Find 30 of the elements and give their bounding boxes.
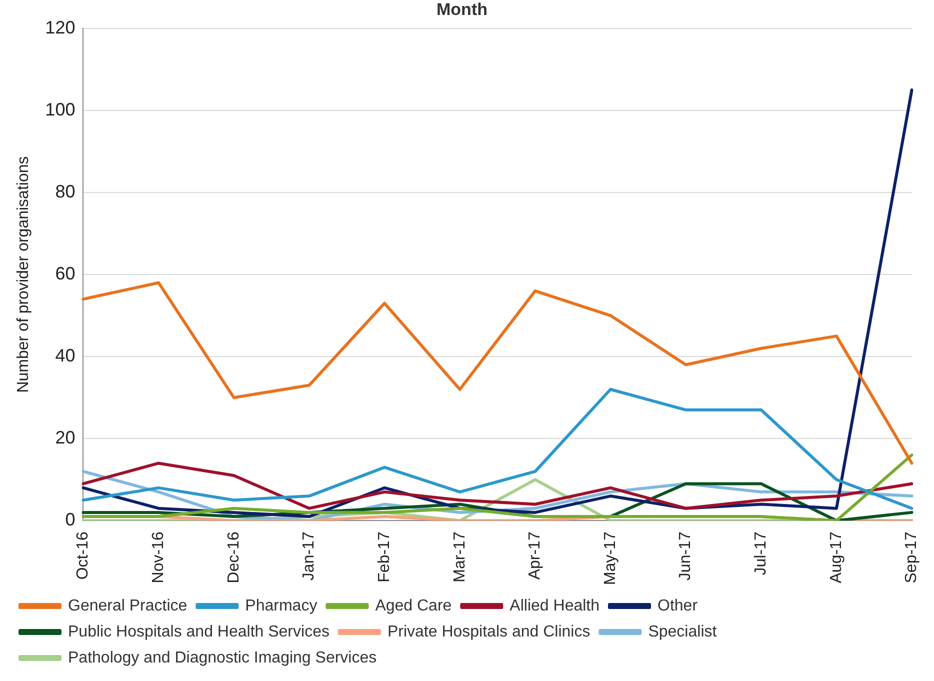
x-tick-label: Nov-16: [150, 532, 167, 584]
x-tick-label: Jul-17: [752, 532, 770, 576]
y-tick-label: 20: [55, 428, 76, 448]
x-tick-label: Oct-16: [74, 532, 92, 580]
chart-title: Month: [436, 0, 488, 19]
x-tick-label: Apr-17: [526, 532, 544, 580]
legend-label: Private Hospitals and Clinics: [387, 623, 590, 640]
x-tick-label: Aug-17: [828, 532, 845, 584]
x-tick-label: Dec-16: [225, 532, 242, 584]
x-tick-label: Sep-17: [903, 532, 920, 584]
y-tick-label: 100: [45, 99, 76, 120]
y-tick-label: 0: [65, 510, 76, 530]
legend-label: Other: [658, 597, 698, 614]
legend-label: General Practice: [68, 597, 188, 614]
y-tick-label: 80: [55, 181, 76, 202]
legend-label: Allied Health: [510, 597, 600, 614]
y-tick-label: 40: [55, 346, 76, 366]
legend-label: Pathology and Diagnostic Imaging Services: [68, 649, 377, 666]
legend-label: Pharmacy: [245, 597, 318, 614]
y-tick-label: 120: [45, 17, 76, 38]
x-tick-label: Feb-17: [376, 532, 393, 582]
x-tick-label: Jun-17: [677, 532, 694, 581]
x-tick-label: Jan-17: [300, 532, 318, 581]
x-tick-label: Mar-17: [451, 532, 468, 582]
legend-label: Aged Care: [375, 597, 452, 614]
y-axis-title: Number of provider organisations: [15, 156, 32, 393]
y-tick-label: 60: [55, 263, 76, 284]
legend-label: Public Hospitals and Health Services: [68, 623, 330, 640]
x-tick-label: May-17: [602, 532, 619, 586]
legend-label: Specialist: [648, 623, 718, 640]
